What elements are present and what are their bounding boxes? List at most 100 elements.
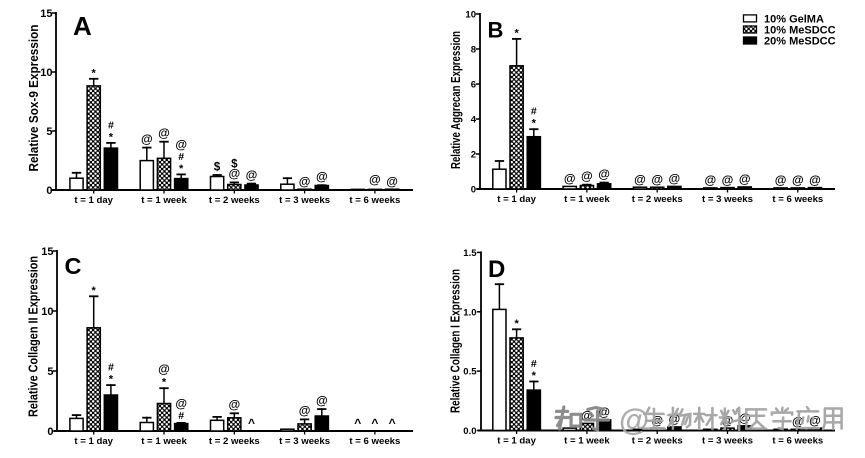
svg-text:t = 3 weeks: t = 3 weeks: [702, 435, 753, 446]
svg-text:*: *: [179, 163, 184, 175]
svg-text:Relative Collagen II Expressio: Relative Collagen II Expression: [27, 256, 41, 417]
svg-text:2: 2: [471, 150, 476, 161]
svg-text:@: @: [299, 174, 311, 188]
svg-text:$: $: [214, 162, 221, 174]
svg-text:*: *: [514, 318, 519, 330]
svg-text:C: C: [65, 253, 82, 279]
svg-text:*: *: [514, 27, 519, 39]
svg-text:t = 6 weeks: t = 6 weeks: [772, 435, 823, 446]
svg-text:#: #: [178, 410, 184, 422]
svg-text:t = 6 weeks: t = 6 weeks: [349, 436, 400, 447]
svg-text:1.0: 1.0: [463, 307, 476, 318]
svg-text:@: @: [739, 411, 751, 425]
svg-text:^: ^: [354, 416, 361, 430]
svg-text:@: @: [634, 172, 646, 186]
svg-text:t = 3 weeks: t = 3 weeks: [279, 436, 330, 447]
svg-text:Relative Collagen I Expressio: Relative Collagen I Expression: [449, 269, 463, 413]
svg-text:@: @: [228, 167, 240, 181]
svg-text:4: 4: [471, 115, 477, 126]
svg-text:@: @: [141, 132, 153, 146]
svg-text:t = 1 week: t = 1 week: [141, 436, 187, 447]
svg-text:^: ^: [248, 416, 255, 430]
svg-text:t = 6 weeks: t = 6 weeks: [349, 195, 400, 206]
svg-text:10: 10: [40, 67, 52, 79]
svg-text:@: @: [386, 174, 398, 188]
svg-text:@: @: [619, 402, 649, 437]
svg-text:0: 0: [471, 185, 476, 196]
svg-text:t = 3 weeks: t = 3 weeks: [279, 195, 330, 206]
svg-text:t = 1 day: t = 1 day: [74, 436, 113, 447]
svg-text:t = 3 weeks: t = 3 weeks: [702, 194, 753, 205]
svg-text:D: D: [488, 256, 505, 283]
svg-text:*: *: [92, 67, 97, 79]
svg-text:20% MeSDCC: 20% MeSDCC: [764, 36, 836, 48]
svg-text:10: 10: [41, 306, 53, 318]
svg-text:@: @: [739, 172, 751, 186]
svg-text:@: @: [669, 172, 681, 186]
svg-text:10% GelMA: 10% GelMA: [764, 13, 824, 25]
svg-text:Relative Sox-9 Expression: Relative Sox-9 Expression: [27, 25, 41, 172]
svg-text:5: 5: [47, 366, 53, 378]
svg-text:t = 2 weeks: t = 2 weeks: [632, 194, 683, 205]
svg-text:#: #: [531, 358, 537, 370]
svg-text:@: @: [722, 173, 734, 187]
svg-text:@: @: [228, 398, 240, 412]
svg-text:*: *: [532, 370, 537, 382]
svg-text:@: @: [651, 172, 663, 186]
svg-text:@: @: [581, 409, 593, 423]
svg-text:@: @: [369, 173, 381, 187]
svg-text:t = 1 day: t = 1 day: [497, 194, 536, 205]
svg-text:@: @: [158, 362, 170, 376]
svg-text:6: 6: [471, 80, 476, 91]
svg-text:t = 2 weeks: t = 2 weeks: [209, 436, 260, 447]
svg-text:t = 6 weeks: t = 6 weeks: [772, 194, 823, 205]
svg-text:t = 2 weeks: t = 2 weeks: [632, 435, 683, 446]
svg-text:0.0: 0.0: [463, 426, 476, 437]
svg-text:@: @: [581, 169, 593, 183]
svg-text:t = 1 week: t = 1 week: [141, 195, 187, 206]
svg-text:t = 2 weeks: t = 2 weeks: [209, 195, 260, 206]
svg-text:Relative Aggrecan Expression: Relative Aggrecan Expression: [449, 31, 463, 169]
svg-text:@: @: [792, 173, 804, 187]
svg-text:^: ^: [389, 416, 396, 430]
svg-text:0: 0: [47, 426, 53, 438]
svg-text:8: 8: [471, 45, 476, 56]
svg-text:#: #: [531, 106, 537, 118]
svg-text:@: @: [722, 413, 734, 427]
svg-text:5: 5: [46, 126, 52, 138]
svg-text:@: @: [299, 404, 311, 418]
svg-text:@: @: [809, 413, 821, 427]
svg-text:t = 1 day: t = 1 day: [74, 195, 113, 206]
svg-text:@: @: [669, 412, 681, 426]
svg-text:@: @: [775, 173, 787, 187]
svg-text:#: #: [108, 362, 114, 374]
svg-text:@: @: [704, 173, 716, 187]
svg-text:15: 15: [41, 246, 53, 258]
svg-text:#: #: [178, 151, 184, 163]
svg-text:t = 1 week: t = 1 week: [564, 435, 610, 446]
svg-text:@: @: [316, 170, 328, 184]
svg-text:B: B: [488, 17, 504, 42]
svg-text:^: ^: [371, 416, 378, 430]
svg-text:@: @: [809, 173, 821, 187]
svg-text:t = 1 week: t = 1 week: [564, 194, 610, 205]
svg-text:@: @: [598, 405, 610, 419]
svg-text:@: @: [564, 172, 576, 186]
svg-text:10: 10: [465, 10, 476, 21]
svg-text:@: @: [598, 167, 610, 181]
svg-text:0.5: 0.5: [463, 367, 477, 378]
svg-text:t = 1 day: t = 1 day: [497, 435, 536, 446]
svg-text:0: 0: [46, 185, 52, 197]
svg-text:@: @: [246, 168, 258, 182]
svg-text:$: $: [231, 159, 238, 171]
svg-text:@: @: [175, 397, 187, 411]
svg-text:*: *: [162, 377, 167, 389]
svg-text:*: *: [92, 285, 97, 297]
svg-text:@: @: [158, 126, 170, 140]
svg-text:A: A: [73, 11, 92, 41]
svg-text:1.5: 1.5: [463, 248, 477, 259]
svg-text:*: *: [532, 118, 537, 130]
svg-text:@: @: [316, 393, 328, 407]
svg-text:*: *: [109, 131, 114, 143]
svg-text:@: @: [175, 138, 187, 152]
